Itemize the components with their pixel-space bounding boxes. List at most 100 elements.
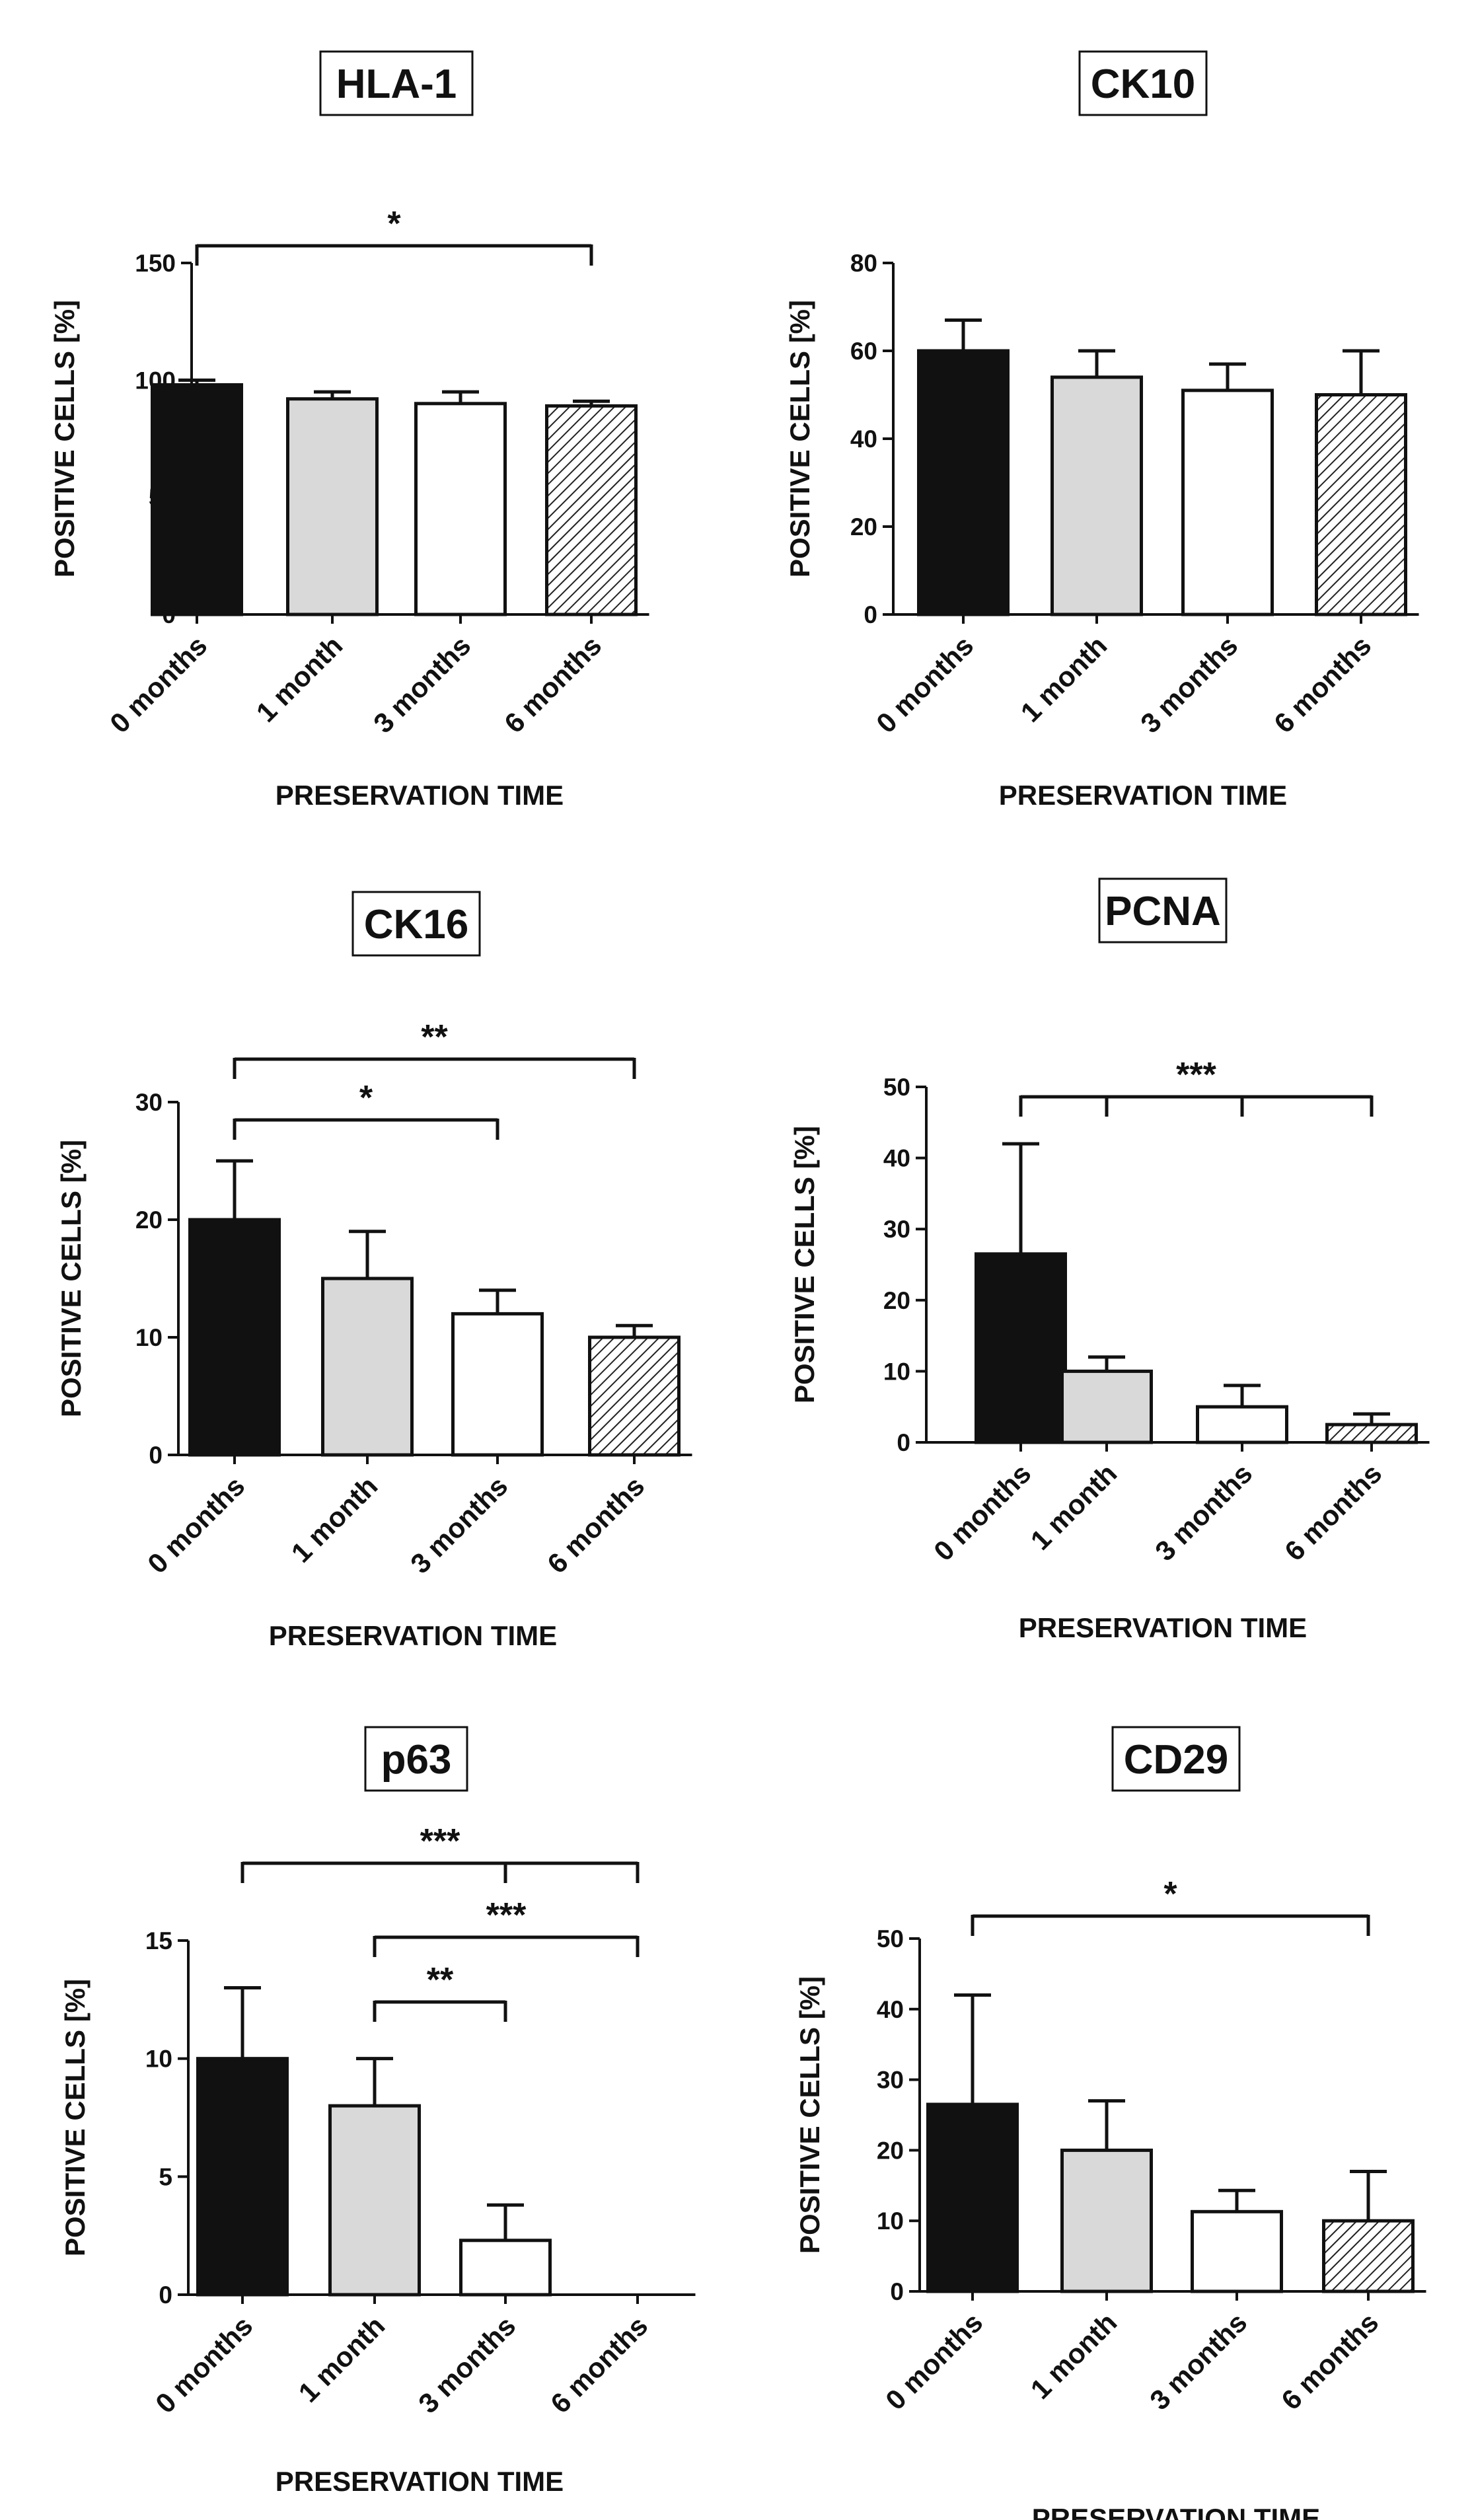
bar	[321, 1277, 414, 1457]
x-axis-label: PRESERVATION TIME	[269, 1620, 557, 1651]
significance-label: *	[1163, 1875, 1177, 1913]
y-axis-label: POSITIVE CELLS [%]	[784, 300, 815, 577]
y-tick-label: 5	[159, 2163, 172, 2190]
x-tick-label: 1 month	[1025, 1458, 1123, 1556]
y-axis-label: POSITIVE CELLS [%]	[794, 1976, 825, 2254]
significance-bracket: *	[971, 1875, 1370, 1936]
chart-title: HLA-1	[336, 61, 457, 107]
significance-label: ***	[420, 1822, 461, 1861]
y-axis-label: POSITIVE CELLS [%]	[789, 1126, 820, 1403]
bar	[1196, 1405, 1288, 1444]
bar	[588, 1335, 681, 1457]
bar	[1050, 375, 1143, 616]
significance-bracket: ***	[373, 1896, 640, 1957]
title-box	[1098, 877, 1228, 944]
significance-bracket: **	[373, 1961, 507, 2022]
title-box	[351, 891, 481, 957]
y-tick-label: 15	[145, 1927, 172, 1954]
bar	[151, 383, 243, 616]
x-tick-label: 3 months	[367, 630, 476, 739]
x-tick-label: 0 months	[870, 630, 979, 739]
chart-title: CK16	[364, 902, 469, 947]
title-box	[364, 1726, 468, 1792]
y-tick-label: 20	[877, 2137, 904, 2164]
x-tick-label: 1 month	[1015, 630, 1113, 728]
x-tick-label: 1 month	[293, 2310, 391, 2408]
bar	[188, 1218, 281, 1457]
bar	[286, 397, 379, 616]
bar	[328, 2104, 421, 2297]
bar	[926, 2102, 1019, 2293]
y-tick-label: 10	[883, 1358, 910, 1385]
x-tick-label: 0 months	[104, 630, 213, 739]
x-tick-label: 6 months	[1278, 1458, 1387, 1567]
x-axis-label: PRESERVATION TIME	[1032, 2503, 1320, 2520]
significance-label: **	[427, 1961, 454, 1999]
y-tick-label: 50	[883, 1074, 910, 1101]
chart-title: CK10	[1091, 61, 1196, 107]
x-tick-label: 6 months	[1268, 630, 1377, 739]
significance-bracket: ***	[240, 1822, 640, 1883]
significance-label: **	[421, 1018, 448, 1056]
significance-bracket: *	[233, 1079, 499, 1140]
y-tick-label: 30	[877, 2067, 904, 2094]
significance-bracket: **	[233, 1018, 636, 1079]
y-axis-label: POSITIVE CELLS [%]	[55, 1140, 87, 1417]
panel-ck16: CK16 0 10 20 30 0 months 1 month 3 months 6 mont…	[55, 891, 692, 1651]
x-tick-label: 0 months	[141, 1470, 250, 1579]
bar	[975, 1252, 1067, 1444]
significance-label: *	[387, 205, 401, 243]
chart-title: PCNA	[1105, 889, 1221, 934]
y-tick-label: 20	[135, 1206, 163, 1234]
bar	[1181, 389, 1274, 616]
chart-title: CD29	[1124, 1737, 1229, 1783]
panel-ck10: CK10 0 20 40 60 80 0 months 1 month 3 months 6 mo…	[784, 50, 1419, 811]
x-tick-label: 3 months	[1144, 2307, 1253, 2416]
x-tick-label: 6 months	[498, 630, 607, 739]
y-tick-label: 10	[145, 2046, 172, 2073]
x-tick-label: 3 months	[1134, 630, 1243, 739]
y-tick-label: 0	[897, 1429, 910, 1456]
x-tick-label: 1 month	[285, 1470, 384, 1569]
x-tick-label: 1 month	[1025, 2307, 1123, 2405]
x-tick-label: 0 months	[928, 1458, 1037, 1567]
significance-bracket: *	[195, 205, 593, 266]
x-tick-label: 3 months	[404, 1470, 513, 1579]
x-axis-label: PRESERVATION TIME	[276, 780, 564, 811]
x-tick-label: 3 months	[1149, 1458, 1258, 1567]
title-box	[1111, 1726, 1241, 1792]
y-tick-label: 10	[877, 2207, 904, 2235]
bar	[459, 2239, 552, 2297]
x-tick-label: 6 months	[541, 1470, 650, 1579]
y-tick-label: 40	[850, 426, 877, 453]
significance-label: ***	[486, 1896, 527, 1935]
bar	[917, 349, 1010, 616]
y-axis-label: POSITIVE CELLS [%]	[49, 300, 80, 577]
significance-label: ***	[1176, 1056, 1216, 1094]
y-tick-label: 0	[890, 2278, 904, 2305]
bar	[1060, 2148, 1153, 2293]
bar	[451, 1312, 544, 1457]
title-box	[1078, 50, 1208, 116]
bar	[1325, 1423, 1418, 1444]
bar	[545, 404, 638, 616]
y-tick-label: 60	[850, 338, 877, 365]
panel-p63: p63 0 5 10 15 0 months 1 month 3 months 6 months…	[59, 1726, 696, 2497]
x-tick-label: 0 months	[879, 2307, 988, 2416]
y-tick-label: 30	[135, 1089, 163, 1116]
y-tick-label: 40	[883, 1145, 910, 1172]
significance-bracket: ***	[1019, 1056, 1374, 1117]
y-tick-label: 40	[877, 1996, 904, 2023]
bar	[1322, 2219, 1415, 2293]
bar	[196, 2057, 289, 2297]
y-tick-label: 30	[883, 1216, 910, 1243]
x-axis-label: PRESERVATION TIME	[999, 780, 1287, 811]
title-box	[319, 50, 474, 116]
y-tick-label: 50	[877, 1925, 904, 1952]
y-tick-label: 0	[864, 601, 877, 628]
y-tick-label: 0	[149, 1442, 163, 1469]
y-tick-label: 20	[883, 1287, 910, 1314]
y-tick-label: 80	[850, 250, 877, 277]
